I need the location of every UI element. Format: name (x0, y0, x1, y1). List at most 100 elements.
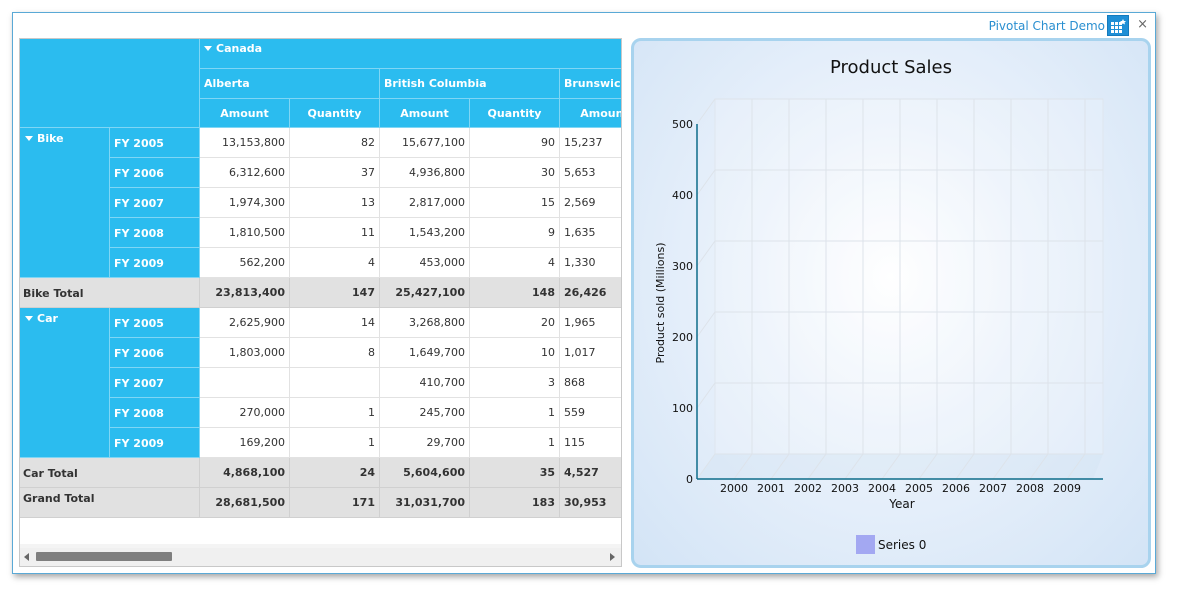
x-tick-label: 2001 (757, 482, 785, 495)
value-cell[interactable]: 15,677,100 (380, 128, 470, 158)
grid-settings-icon[interactable] (1107, 15, 1129, 36)
scroll-right-icon[interactable] (610, 553, 615, 561)
row-header-group-text: Bike (37, 132, 64, 145)
legend-swatch-series-0 (856, 535, 875, 554)
value-cell[interactable]: 1,649,700 (380, 338, 470, 368)
value-cell[interactable]: 1 (290, 428, 380, 458)
y-tick-label: 300 (672, 260, 693, 273)
total-value-cell[interactable]: 171 (290, 488, 380, 518)
value-cell[interactable]: 115 (560, 428, 621, 458)
total-value-cell[interactable]: 147 (290, 278, 380, 308)
total-value-cell[interactable]: 23,813,400 (200, 278, 290, 308)
close-button[interactable]: × (1137, 17, 1148, 32)
value-cell-text: 9 (548, 226, 555, 239)
window-title: Pivotal Chart Demo (988, 19, 1105, 33)
value-cell[interactable]: 37 (290, 158, 380, 188)
value-cell[interactable]: 4 (470, 248, 560, 278)
value-cell[interactable]: 8 (290, 338, 380, 368)
value-cell[interactable]: 6,312,600 (200, 158, 290, 188)
value-cell[interactable]: 13,153,800 (200, 128, 290, 158)
value-cell[interactable]: 82 (290, 128, 380, 158)
row-header-year: FY 2006 (110, 338, 200, 368)
value-cell[interactable]: 1 (470, 398, 560, 428)
scroll-left-icon[interactable] (24, 553, 29, 561)
value-cell[interactable]: 1 (290, 398, 380, 428)
value-cell[interactable]: 4,936,800 (380, 158, 470, 188)
value-cell[interactable]: 3 (470, 368, 560, 398)
value-cell[interactable]: 9 (470, 218, 560, 248)
value-cell[interactable]: 1,965 (560, 308, 621, 338)
row-header-year: FY 2009 (110, 428, 200, 458)
value-cell[interactable]: 3,268,800 (380, 308, 470, 338)
value-cell[interactable]: 1,635 (560, 218, 621, 248)
total-value-cell[interactable]: 183 (470, 488, 560, 518)
total-value-cell[interactable]: 148 (470, 278, 560, 308)
value-cell[interactable]: 2,569 (560, 188, 621, 218)
total-value-cell[interactable]: 24 (290, 458, 380, 488)
collapse-arrow-icon[interactable] (204, 46, 212, 51)
value-cell[interactable]: 2,625,900 (200, 308, 290, 338)
value-cell-text: 5,653 (564, 166, 596, 179)
value-cell[interactable]: 2,817,000 (380, 188, 470, 218)
gridline-floor (844, 453, 864, 480)
total-value-cell[interactable]: 26,426 (560, 278, 621, 308)
value-cell-text: 30 (541, 166, 555, 179)
value-cell-text: 1,330 (564, 256, 596, 269)
total-value-cell[interactable]: 5,604,600 (380, 458, 470, 488)
collapse-arrow-icon[interactable] (25, 136, 33, 141)
column-header-country[interactable]: Canada (200, 39, 621, 69)
column-header-measure: Quantity (290, 99, 380, 128)
column-header-measure-text: Quantity (487, 107, 542, 120)
value-cell[interactable]: 1,810,500 (200, 218, 290, 248)
row-header-year: FY 2007 (110, 368, 200, 398)
row-header-group[interactable]: Car (20, 308, 110, 458)
gridline-floor (918, 453, 938, 480)
value-cell[interactable]: 10 (470, 338, 560, 368)
value-cell-text: 453,000 (419, 256, 466, 269)
total-value-cell[interactable]: 35 (470, 458, 560, 488)
value-cell[interactable]: 1,017 (560, 338, 621, 368)
value-cell[interactable]: 270,000 (200, 398, 290, 428)
value-cell[interactable]: 11 (290, 218, 380, 248)
value-cell-text: 1,803,000 (229, 346, 285, 359)
gridline-floor (881, 453, 901, 480)
value-cell-text: 169,200 (239, 436, 286, 449)
total-value-cell[interactable]: 28,681,500 (200, 488, 290, 518)
value-cell[interactable]: 169,200 (200, 428, 290, 458)
value-cell[interactable]: 1,330 (560, 248, 621, 278)
value-cell[interactable]: 1,543,200 (380, 218, 470, 248)
value-cell[interactable]: 562,200 (200, 248, 290, 278)
row-header-group[interactable]: Bike (20, 128, 110, 278)
value-cell[interactable]: 90 (470, 128, 560, 158)
value-cell[interactable]: 29,700 (380, 428, 470, 458)
value-cell[interactable]: 453,000 (380, 248, 470, 278)
total-value-cell[interactable]: 31,031,700 (380, 488, 470, 518)
total-value-cell-text: 147 (352, 286, 375, 299)
value-cell[interactable] (290, 368, 380, 398)
total-value-cell[interactable]: 4,527 (560, 458, 621, 488)
total-value-cell[interactable]: 4,868,100 (200, 458, 290, 488)
value-cell[interactable]: 410,700 (380, 368, 470, 398)
value-cell[interactable]: 15,237 (560, 128, 621, 158)
value-cell-text: 1 (548, 406, 555, 419)
value-cell[interactable]: 1,974,300 (200, 188, 290, 218)
value-cell[interactable] (200, 368, 290, 398)
value-cell[interactable]: 5,653 (560, 158, 621, 188)
total-value-cell[interactable]: 25,427,100 (380, 278, 470, 308)
value-cell[interactable]: 868 (560, 368, 621, 398)
value-cell[interactable]: 14 (290, 308, 380, 338)
value-cell[interactable]: 1 (470, 428, 560, 458)
value-cell[interactable]: 30 (470, 158, 560, 188)
value-cell[interactable]: 245,700 (380, 398, 470, 428)
horizontal-scrollbar[interactable] (20, 548, 621, 566)
value-cell[interactable]: 559 (560, 398, 621, 428)
scroll-thumb[interactable] (36, 552, 172, 561)
collapse-arrow-icon[interactable] (25, 316, 33, 321)
value-cell[interactable]: 4 (290, 248, 380, 278)
gridline-floor (770, 453, 790, 480)
value-cell[interactable]: 13 (290, 188, 380, 218)
value-cell[interactable]: 20 (470, 308, 560, 338)
value-cell[interactable]: 15 (470, 188, 560, 218)
value-cell[interactable]: 1,803,000 (200, 338, 290, 368)
total-value-cell[interactable]: 30,953 (560, 488, 621, 518)
